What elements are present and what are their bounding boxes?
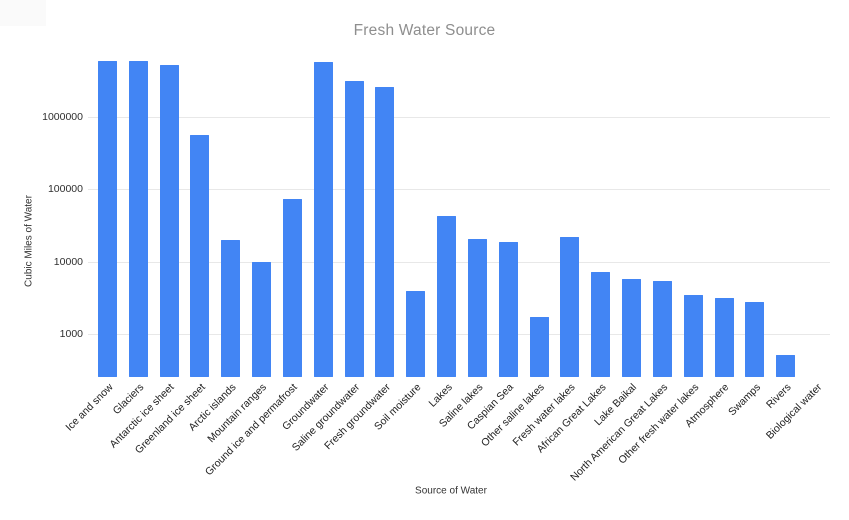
bar[interactable] <box>406 290 426 377</box>
bar[interactable] <box>714 298 734 377</box>
bar[interactable] <box>313 62 333 377</box>
bar[interactable] <box>776 355 796 377</box>
bar[interactable] <box>622 279 642 377</box>
bar[interactable] <box>745 302 765 377</box>
y-tick-label: 1000000 <box>42 110 83 123</box>
bar[interactable] <box>467 238 487 377</box>
y-gridline <box>88 261 830 263</box>
y-axis-title: Cubic Miles of Water <box>23 195 35 287</box>
bar[interactable] <box>652 280 672 377</box>
bar[interactable] <box>683 294 703 377</box>
x-axis-title: Source of Water <box>415 485 487 497</box>
screen-corner-artifact <box>0 0 46 26</box>
bar[interactable] <box>437 216 457 377</box>
bar[interactable] <box>128 61 148 377</box>
bar[interactable] <box>252 262 272 377</box>
x-category-label: Ice and snow <box>62 381 116 434</box>
bar[interactable] <box>159 64 179 377</box>
y-tick-label: 100000 <box>47 183 83 195</box>
bar[interactable] <box>190 134 210 377</box>
bar[interactable] <box>498 241 518 377</box>
chart-title: Fresh Water Source <box>353 22 496 39</box>
bar[interactable] <box>591 271 611 377</box>
bar[interactable] <box>344 81 364 377</box>
bar[interactable] <box>375 87 395 377</box>
bar[interactable] <box>560 236 580 377</box>
x-category-label: Lakes <box>426 381 455 410</box>
y-gridline <box>88 334 830 335</box>
x-category-label: Swamps <box>725 381 763 419</box>
y-gridline <box>88 116 830 118</box>
y-tick-label: 1000 <box>59 328 83 340</box>
bar[interactable] <box>282 199 302 377</box>
bar[interactable] <box>529 316 549 377</box>
bar[interactable] <box>221 239 241 377</box>
y-gridline <box>88 189 830 190</box>
y-tick-label: 10000 <box>53 255 83 268</box>
bar[interactable] <box>97 60 117 377</box>
